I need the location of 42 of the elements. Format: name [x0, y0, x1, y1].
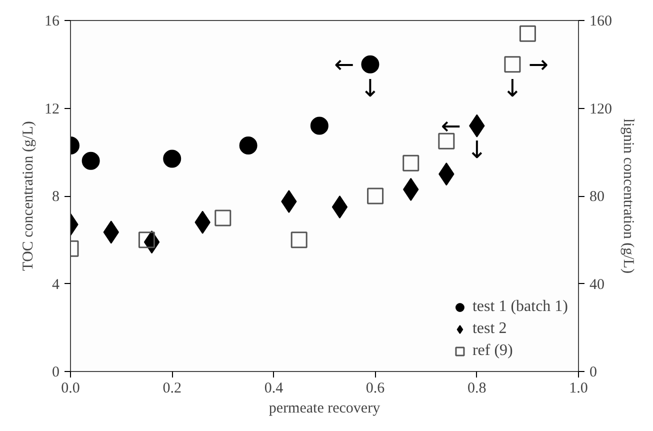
y-tick-label: 8 — [52, 189, 60, 205]
x-tick-label: 0.2 — [162, 380, 182, 396]
annotation: ↓ — [466, 136, 487, 164]
y2-tick-label: 80 — [590, 189, 604, 205]
y2-tick-label: 40 — [590, 276, 604, 293]
y2-tick-label: 0 — [590, 364, 597, 380]
point — [310, 116, 328, 135]
x-tick-label: 0.8 — [468, 380, 486, 396]
x-tick-label: 0.0 — [61, 380, 80, 396]
y2-axis-title: lignin concentration (g/L) — [620, 118, 636, 274]
annotation: ← — [440, 112, 461, 140]
annotation: ↓ — [502, 74, 523, 102]
point — [504, 56, 521, 73]
annotation: → — [528, 50, 549, 78]
point — [239, 136, 258, 155]
x-tick-label: 0.6 — [366, 380, 386, 396]
legend-label: ref (9) — [472, 342, 513, 360]
y-axis-title: TOC concentration (g/L) — [20, 121, 36, 271]
y-tick-label: 0 — [52, 364, 60, 380]
y2-tick-label: 160 — [590, 14, 612, 30]
y-tick-label: 12 — [44, 101, 60, 118]
y-tick-label: 16 — [44, 14, 60, 30]
point — [138, 232, 155, 248]
legend-label: test 1 (batch 1) — [472, 298, 568, 316]
point — [290, 232, 308, 248]
point — [82, 152, 100, 170]
x-tick-label: 0.4 — [264, 380, 284, 396]
legend-label: test 2 — [472, 320, 507, 338]
x-axis-title: permeate recovery — [268, 400, 381, 416]
x-tick-label: 1.0 — [569, 380, 588, 396]
point — [519, 25, 536, 42]
point — [402, 154, 420, 172]
point — [214, 210, 232, 226]
point — [332, 195, 348, 218]
annotation: ← — [334, 50, 354, 78]
y-tick-label: 4 — [52, 276, 60, 293]
annotation: ↓ — [360, 74, 380, 102]
point — [367, 188, 384, 204]
point — [438, 132, 455, 150]
y2-tick-label: 120 — [590, 101, 612, 118]
point — [163, 150, 182, 168]
point — [361, 55, 380, 74]
